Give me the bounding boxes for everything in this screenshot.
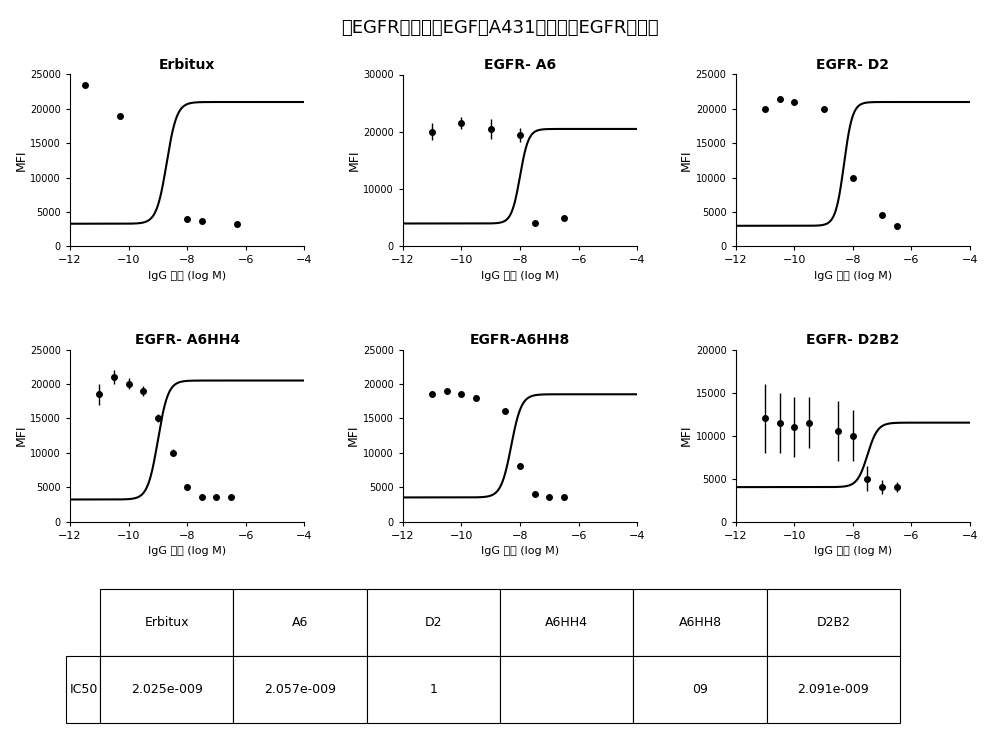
X-axis label: IgG 浓度 (log M): IgG 浓度 (log M) [148, 271, 226, 281]
Y-axis label: MFI: MFI [14, 150, 27, 171]
Y-axis label: MFI: MFI [347, 425, 360, 446]
Title: Erbitux: Erbitux [159, 58, 215, 72]
Text: 抗EGFR抗体阻断EGF与A431细胞上的EGFR的结合: 抗EGFR抗体阻断EGF与A431细胞上的EGFR的结合 [341, 19, 659, 37]
Y-axis label: MFI: MFI [347, 150, 360, 171]
Title: EGFR- D2B2: EGFR- D2B2 [806, 333, 900, 347]
X-axis label: IgG 浓度 (log M): IgG 浓度 (log M) [814, 546, 892, 556]
X-axis label: IgG 浓度 (log M): IgG 浓度 (log M) [814, 271, 892, 281]
X-axis label: IgG 浓度 (log M): IgG 浓度 (log M) [481, 546, 559, 556]
Title: EGFR- A6: EGFR- A6 [484, 58, 556, 72]
Title: EGFR-A6HH8: EGFR-A6HH8 [470, 333, 570, 347]
X-axis label: IgG 浓度 (log M): IgG 浓度 (log M) [481, 271, 559, 281]
Y-axis label: MFI: MFI [680, 150, 693, 171]
X-axis label: IgG 浓度 (log M): IgG 浓度 (log M) [148, 546, 226, 556]
Title: EGFR- A6HH4: EGFR- A6HH4 [135, 333, 240, 347]
Title: EGFR- D2: EGFR- D2 [816, 58, 889, 72]
Y-axis label: MFI: MFI [14, 425, 27, 446]
Y-axis label: MFI: MFI [680, 425, 693, 446]
